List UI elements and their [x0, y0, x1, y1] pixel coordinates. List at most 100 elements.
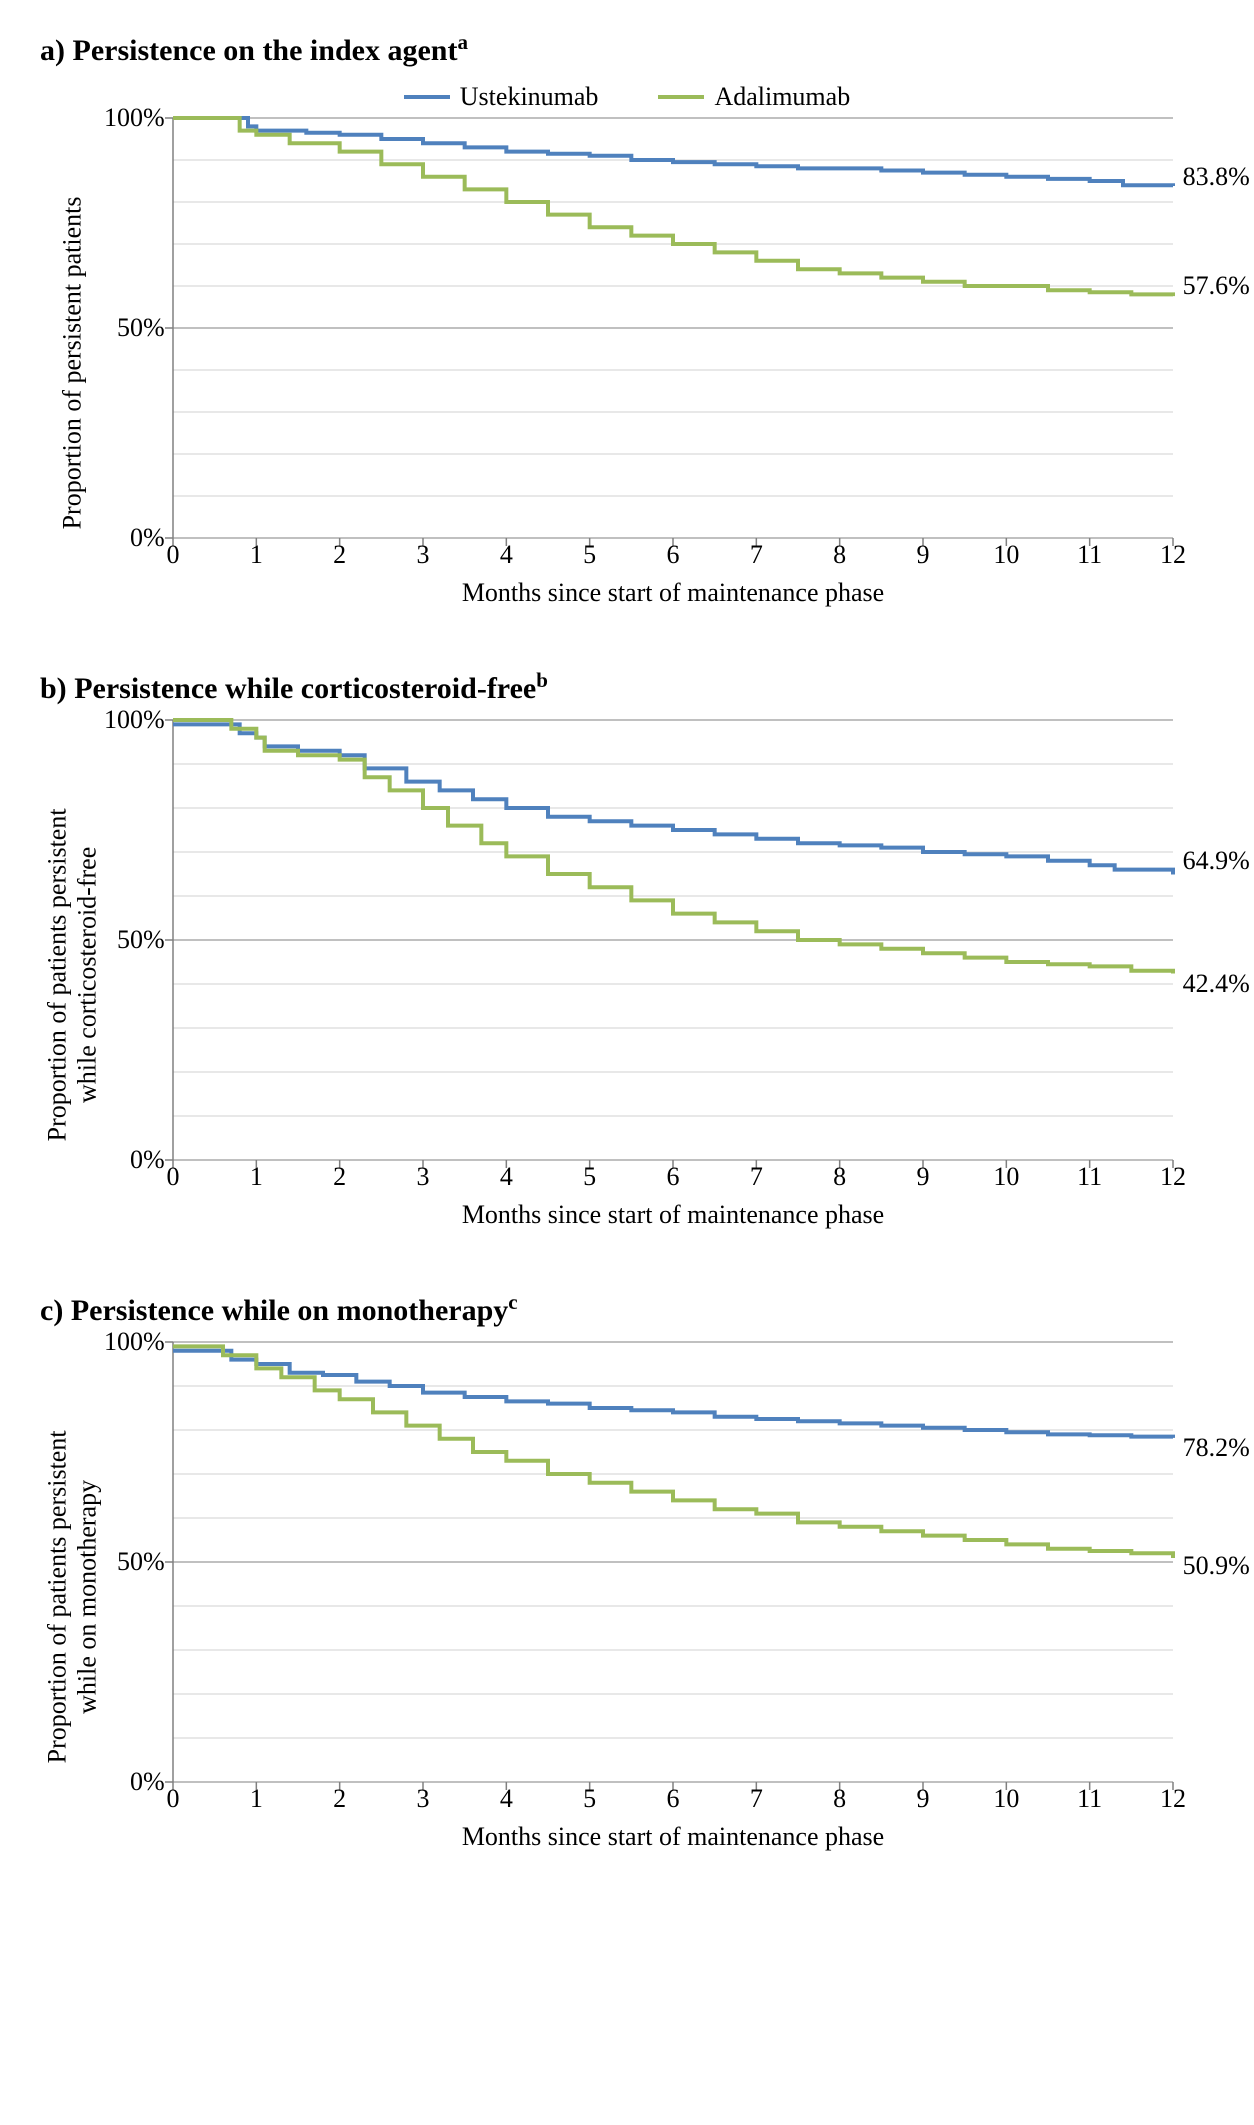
x-tick-label: 4 — [500, 540, 513, 570]
x-tick-label: 8 — [833, 1784, 846, 1814]
panel-title-text: Persistence on the index agent — [73, 34, 458, 67]
panel-title-prefix: c) — [40, 1294, 71, 1327]
series-end-label: 83.8% — [1173, 162, 1250, 192]
legend-item: Adalimumab — [658, 82, 850, 112]
x-tick-label: 10 — [993, 540, 1019, 570]
x-ticks: 0123456789101112 — [173, 1782, 1173, 1816]
x-ticks: 0123456789101112 — [173, 538, 1173, 572]
x-tick-label: 6 — [667, 1784, 680, 1814]
x-tick-label: 0 — [167, 540, 180, 570]
x-tick-label: 0 — [167, 1162, 180, 1192]
x-tick-label: 6 — [667, 540, 680, 570]
panel-title-superscript: c — [508, 1290, 517, 1314]
series-line — [173, 118, 1173, 186]
y-ticks: 100%50%0% — [104, 1342, 173, 1782]
panel-title-superscript: b — [536, 668, 548, 692]
y-ticks: 100%50%0% — [104, 720, 173, 1160]
x-axis-label: Months since start of maintenance phase — [173, 1200, 1173, 1230]
x-tick-label: 11 — [1077, 1162, 1102, 1192]
series-line — [173, 1346, 1173, 1558]
spacer — [104, 1816, 173, 1852]
legend-swatch — [404, 95, 450, 99]
x-tick-label: 8 — [833, 1162, 846, 1192]
spacer — [104, 1160, 173, 1194]
series-line — [173, 118, 1173, 296]
panel-title-text: Persistence while corticosteroid-free — [74, 672, 536, 705]
plot-svg — [173, 118, 1173, 538]
x-axis-label: Months since start of maintenance phase — [173, 578, 1173, 608]
y-ticks: 100%50%0% — [104, 118, 173, 538]
series-end-label: 42.4% — [1173, 969, 1250, 999]
x-tick-label: 10 — [993, 1162, 1019, 1192]
plot-area: 83.8%57.6% — [173, 118, 1173, 538]
x-tick-label: 7 — [750, 1162, 763, 1192]
y-axis-label: Proportion of persistent patients — [57, 197, 87, 530]
x-tick-label: 9 — [917, 540, 930, 570]
panel-title-prefix: b) — [40, 672, 74, 705]
x-tick-label: 12 — [1160, 1162, 1186, 1192]
x-tick-label: 11 — [1077, 540, 1102, 570]
x-tick-label: 1 — [250, 540, 263, 570]
series-end-label: 50.9% — [1173, 1551, 1250, 1581]
series-end-label: 78.2% — [1173, 1433, 1250, 1463]
x-tick-label: 11 — [1077, 1784, 1102, 1814]
x-tick-label: 2 — [333, 1162, 346, 1192]
chart-row: Proportion of patients persistent while … — [40, 1342, 1214, 1852]
x-tick-label: 3 — [417, 540, 430, 570]
x-tick-label: 8 — [833, 540, 846, 570]
panel-title-text: Persistence while on monotherapy — [71, 1294, 508, 1327]
spacer — [104, 1194, 173, 1230]
legend-label: Adalimumab — [714, 82, 850, 112]
spacer — [104, 572, 173, 608]
x-tick-label: 3 — [417, 1162, 430, 1192]
plot-svg — [173, 1342, 1173, 1782]
legend-item: Ustekinumab — [404, 82, 599, 112]
x-tick-label: 2 — [333, 540, 346, 570]
chart-block: 100%50%0%78.2%50.9%0123456789101112Month… — [104, 1342, 1173, 1852]
x-tick-label: 12 — [1160, 540, 1186, 570]
x-tick-label: 10 — [993, 1784, 1019, 1814]
panel-title: c) Persistence while on monotherapyc — [40, 1290, 1214, 1328]
y-axis-label: Proportion of patients persistent while … — [42, 809, 102, 1142]
series-end-label: 64.9% — [1173, 846, 1250, 876]
panel-title: b) Persistence while corticosteroid-free… — [40, 668, 1214, 706]
chart-block: 100%50%0%64.9%42.4%0123456789101112Month… — [104, 720, 1173, 1230]
x-tick-label: 3 — [417, 1784, 430, 1814]
panel-title-prefix: a) — [40, 34, 73, 67]
plot-svg — [173, 720, 1173, 1160]
x-tick-label: 5 — [583, 1784, 596, 1814]
x-tick-label: 4 — [500, 1784, 513, 1814]
legend-swatch — [658, 95, 704, 99]
x-tick-label: 0 — [167, 1784, 180, 1814]
series-line — [173, 720, 1173, 973]
chart-block: 100%50%0%83.8%57.6%0123456789101112Month… — [104, 118, 1173, 608]
plot-area: 78.2%50.9% — [173, 1342, 1173, 1782]
plot-area: 64.9%42.4% — [173, 720, 1173, 1160]
spacer — [104, 538, 173, 572]
x-tick-label: 7 — [750, 540, 763, 570]
x-axis-label: Months since start of maintenance phase — [173, 1822, 1173, 1852]
x-tick-label: 12 — [1160, 1784, 1186, 1814]
figure-root: a) Persistence on the index agenta Usteki… — [0, 0, 1254, 1952]
legend-label: Ustekinumab — [460, 82, 599, 112]
chart-row: Proportion of patients persistent while … — [40, 720, 1214, 1230]
y-axis-label: Proportion of patients persistent while … — [42, 1431, 102, 1764]
x-ticks: 0123456789101112 — [173, 1160, 1173, 1194]
chart-row: Proportion of persistent patients 100%50%… — [40, 118, 1214, 608]
x-tick-label: 1 — [250, 1162, 263, 1192]
x-tick-label: 9 — [917, 1162, 930, 1192]
panel-a: a) Persistence on the index agenta Usteki… — [40, 30, 1214, 608]
x-tick-label: 5 — [583, 1162, 596, 1192]
series-end-label: 57.6% — [1173, 271, 1250, 301]
legend: Ustekinumab Adalimumab — [40, 82, 1214, 112]
x-tick-label: 7 — [750, 1784, 763, 1814]
panel-title: a) Persistence on the index agenta — [40, 30, 1214, 68]
panel-b: b) Persistence while corticosteroid-free… — [40, 668, 1214, 1230]
x-tick-label: 5 — [583, 540, 596, 570]
x-tick-label: 1 — [250, 1784, 263, 1814]
panel-title-superscript: a — [457, 30, 468, 54]
x-tick-label: 6 — [667, 1162, 680, 1192]
x-tick-label: 4 — [500, 1162, 513, 1192]
spacer — [104, 1782, 173, 1816]
panel-c: c) Persistence while on monotherapyc Prop… — [40, 1290, 1214, 1852]
